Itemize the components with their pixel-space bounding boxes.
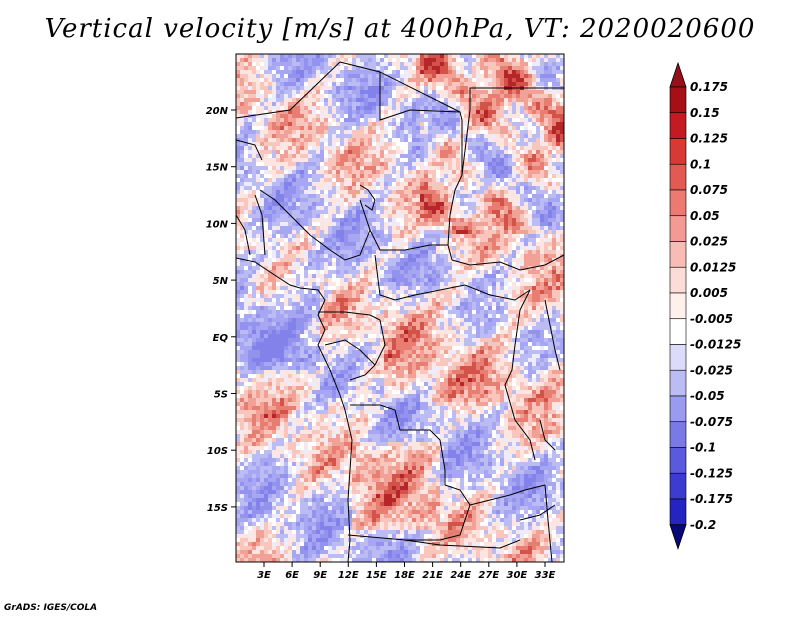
lon-tick-label: 21E bbox=[422, 570, 443, 581]
colorbar-label: 0.025 bbox=[690, 235, 728, 249]
colorbar-band bbox=[669, 266, 687, 294]
colorbar-band bbox=[669, 395, 687, 423]
coastline-west bbox=[236, 257, 353, 562]
colorbar-top-arrow bbox=[669, 61, 687, 88]
colorbar-label: -0.125 bbox=[690, 466, 733, 480]
border-cameroon-gabon bbox=[318, 311, 381, 321]
colorbar-band bbox=[669, 344, 687, 371]
colorbar-label: 0.1 bbox=[690, 157, 711, 171]
colorbar-label: 0.175 bbox=[690, 80, 728, 94]
border-zambia-zimbabwe bbox=[519, 504, 556, 521]
colorbar-band bbox=[669, 498, 687, 526]
lat-tick-label: 5N bbox=[213, 276, 229, 287]
colorbar: 0.175 0.15 0.125 0.1 0.075 0.05 0.025 0.0125 0.0… bbox=[669, 61, 741, 551]
colorbar-band bbox=[669, 86, 687, 114]
lon-tick-label: 12E bbox=[338, 570, 359, 581]
lat-tick-label: 15S bbox=[207, 503, 228, 514]
colorbar-label: 0.0125 bbox=[690, 260, 736, 274]
colorbar-label: -0.1 bbox=[690, 441, 716, 455]
border-namibia bbox=[347, 534, 521, 549]
colorbar-band bbox=[669, 318, 687, 345]
colorbar-band bbox=[669, 472, 687, 500]
plot-title: Vertical velocity [m/s] at 400hPa, VT: 2… bbox=[44, 14, 756, 44]
lat-tick-label: 10S bbox=[207, 446, 228, 457]
lon-tick-label: 30E bbox=[507, 570, 528, 581]
lon-tick-label: 33E bbox=[535, 570, 556, 581]
lon-tick-label: 27E bbox=[478, 570, 499, 581]
colorbar-label: 0.05 bbox=[690, 209, 720, 223]
colorbar-label: 0.125 bbox=[690, 132, 728, 146]
lat-tick-label: 15N bbox=[206, 163, 229, 174]
grads-credit: GrADS: IGES/COLA bbox=[4, 603, 98, 613]
colorbar-band bbox=[669, 421, 687, 448]
longitude-axis: 3E 6E 9E 12E 15E 18E 21E 24E 27E 30E 33E bbox=[257, 562, 556, 581]
border-drc-east bbox=[504, 289, 536, 461]
border-libya-egypt bbox=[379, 72, 564, 176]
colorbar-label: 0.15 bbox=[690, 106, 720, 120]
border-benin-togo bbox=[236, 194, 266, 256]
lon-tick-label: 15E bbox=[366, 570, 387, 581]
border-niger-chad bbox=[236, 61, 341, 119]
border-zambia bbox=[469, 484, 546, 506]
lat-tick-label: 10N bbox=[206, 219, 229, 230]
colorbar-band bbox=[669, 215, 687, 242]
colorbar-label: -0.025 bbox=[690, 363, 733, 377]
colorbar-band bbox=[669, 292, 687, 320]
border-chad-north bbox=[339, 61, 461, 113]
colorbar-label: -0.175 bbox=[690, 492, 733, 506]
border-lake-chad bbox=[359, 184, 376, 211]
colorbar-label: -0.0125 bbox=[690, 338, 741, 352]
colorbar-band bbox=[669, 138, 687, 165]
border-nigeria-cameroon bbox=[259, 189, 371, 261]
colorbar-band bbox=[669, 447, 687, 474]
lon-tick-label: 18E bbox=[394, 570, 415, 581]
border-sudan-southsudan bbox=[451, 254, 564, 271]
border-drc-angola bbox=[350, 404, 446, 471]
colorbar-bottom-arrow bbox=[669, 524, 687, 551]
border-mali-niger bbox=[236, 139, 263, 161]
border-car-drc bbox=[374, 254, 531, 301]
velocity-field bbox=[236, 54, 564, 562]
lat-tick-label: EQ bbox=[213, 333, 229, 344]
lat-tick-label: 5S bbox=[214, 390, 228, 401]
border-chad-sudan bbox=[447, 174, 463, 261]
border-chad-south bbox=[359, 199, 448, 251]
colorbar-band bbox=[669, 189, 687, 217]
colorbar-label: -0.005 bbox=[690, 312, 733, 326]
lon-tick-label: 9E bbox=[313, 570, 327, 581]
border-east-lakes bbox=[539, 299, 561, 562]
lon-tick-label: 3E bbox=[257, 570, 271, 581]
colorbar-label: -0.05 bbox=[690, 389, 725, 403]
lat-tick-label: 20N bbox=[206, 106, 229, 117]
colorbar-band bbox=[669, 163, 687, 191]
colorbar-label: 0.075 bbox=[690, 183, 728, 197]
map-frame bbox=[235, 53, 565, 563]
colorbar-band bbox=[669, 369, 687, 397]
colorbar-label: 0.005 bbox=[690, 286, 728, 300]
lon-tick-label: 24E bbox=[450, 570, 471, 581]
border-gabon-congo bbox=[324, 339, 376, 366]
colorbar-label: -0.075 bbox=[690, 415, 733, 429]
colorbar-band bbox=[669, 112, 687, 139]
lon-tick-label: 6E bbox=[285, 570, 299, 581]
country-borders bbox=[236, 61, 564, 562]
colorbar-band bbox=[669, 241, 687, 268]
colorbar-label: -0.2 bbox=[690, 518, 716, 532]
latitude-axis: 20N 15N 10N 5N EQ 5S 10S 15S bbox=[206, 106, 236, 514]
